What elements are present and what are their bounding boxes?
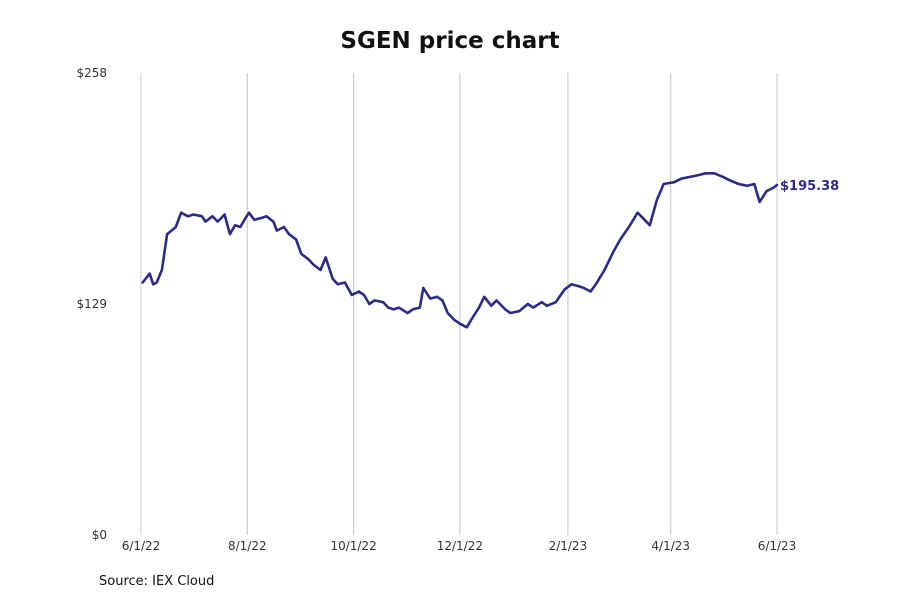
last-price-label: $195.38 <box>780 179 839 194</box>
x-tick-label: 6/1/22 <box>122 539 161 553</box>
series-layer <box>141 172 779 329</box>
chart-title: SGEN price chart <box>340 28 560 54</box>
y-tick-label: $0 <box>92 528 107 542</box>
x-tick-label: 2/1/23 <box>549 539 588 553</box>
price-series-line <box>141 172 779 329</box>
x-tick-label: 4/1/23 <box>651 539 690 553</box>
end-label-layer: $195.38 <box>780 179 839 194</box>
x-tick-label: 8/1/22 <box>228 539 267 553</box>
y-tick-label: $258 <box>76 66 107 80</box>
x-tick-label: 6/1/23 <box>758 539 797 553</box>
grid-lines <box>140 73 778 535</box>
x-axis-ticks: 6/1/22 8/1/22 10/1/22 12/1/22 2/1/23 4/1/23 6/… <box>122 539 797 553</box>
x-tick-label: 10/1/22 <box>330 539 376 553</box>
y-axis-ticks: $0 $129 $258 <box>76 66 107 542</box>
x-tick-label: 12/1/22 <box>437 539 483 553</box>
y-tick-label: $129 <box>76 297 107 311</box>
source-note: Source: IEX Cloud <box>99 574 215 589</box>
